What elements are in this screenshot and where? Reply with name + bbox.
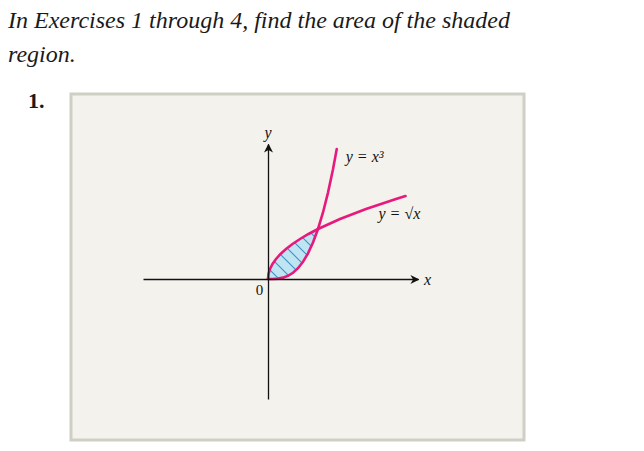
page: In Exercises 1 through 4, find the area … [0, 0, 644, 451]
figure-frame [71, 94, 524, 440]
x-tick: 0 [256, 279, 269, 298]
curve-label: y = √x [377, 205, 421, 223]
x-tick-label: 0 [256, 282, 264, 298]
exercise-number: 1. [28, 88, 45, 113]
curve-label: y = x³ [344, 148, 384, 166]
curve [268, 149, 337, 279]
y-axis [268, 145, 269, 400]
y-axis-line [268, 145, 269, 400]
x-axis: 0 [144, 279, 419, 298]
instruction-line: region. [8, 41, 76, 67]
x-axis-line [144, 279, 419, 280]
x-axis-label: x [423, 271, 431, 288]
instruction-line: In Exercises 1 through 4, find the area … [7, 7, 511, 33]
y-axis-label: y [262, 124, 272, 142]
